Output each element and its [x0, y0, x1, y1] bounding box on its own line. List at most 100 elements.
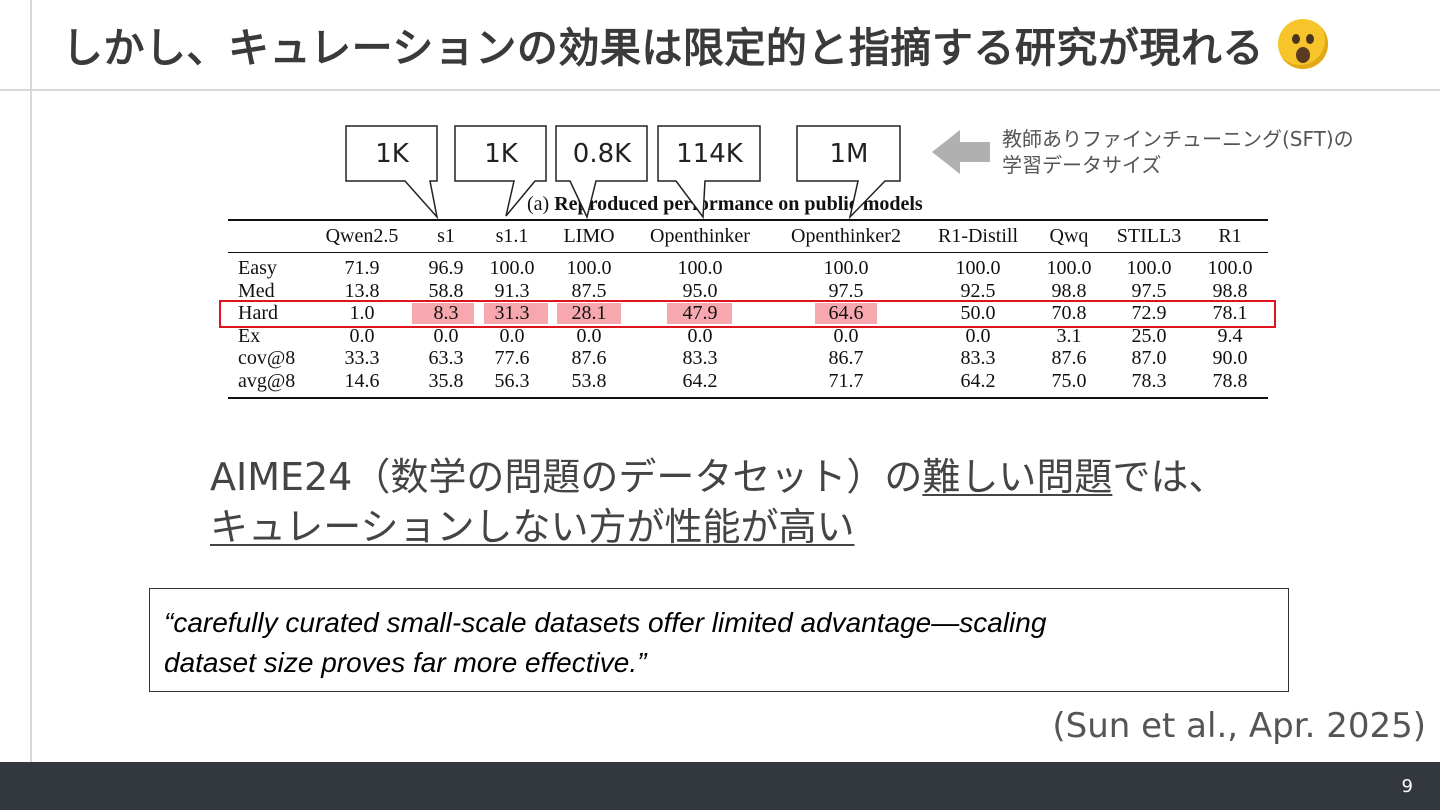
- left-arrow-icon: [932, 130, 990, 174]
- table-cell: 64.6: [828, 302, 864, 324]
- slide-title: しかし、キュレーションの効果は限定的と指摘する研究が現れる: [62, 24, 1264, 72]
- callout-box-s1-1: [454, 125, 547, 217]
- callout-box-openthinker: [657, 125, 761, 220]
- table-cell: 72.9: [1131, 302, 1167, 324]
- table-cell: 28.1: [571, 302, 607, 324]
- table-cell: 100.0: [1046, 257, 1092, 279]
- footer-bar: 9: [0, 762, 1440, 810]
- row-label-med: Med: [238, 280, 275, 302]
- sft-note-line1: 教師ありファインチューニング(SFT)の: [1002, 127, 1354, 151]
- table-cell: 64.2: [960, 370, 996, 392]
- col-header-openthinker2: Openthinker2: [791, 225, 901, 247]
- citation: (Sun et al., Apr. 2025): [1052, 706, 1426, 746]
- callout-label-limo: 0.8K: [572, 138, 632, 169]
- title-divider: [0, 89, 1440, 91]
- table-cell: 0.0: [576, 325, 602, 347]
- table-cell: 100.0: [677, 257, 723, 279]
- highlight-openthinker2-hard: [815, 303, 877, 324]
- table-cell: 13.8: [344, 280, 380, 302]
- slide-title-row: しかし、キュレーションの効果は限定的と指摘する研究が現れる: [62, 14, 1328, 74]
- table-cell: 33.3: [344, 347, 380, 369]
- statement-part-a: AIME24（数学の問題のデータセット）の: [210, 455, 923, 499]
- table-cell: 8.3: [433, 302, 459, 324]
- table-cell: 70.8: [1051, 302, 1087, 324]
- table-cell: 100.0: [566, 257, 612, 279]
- table-caption-prefix: (a): [527, 193, 555, 215]
- table-cell: 86.7: [828, 347, 864, 369]
- table-cell: 0.0: [833, 325, 859, 347]
- astonished-face-icon: [1277, 19, 1328, 69]
- table-cell: 25.0: [1131, 325, 1167, 347]
- table-cell: 0.0: [349, 325, 375, 347]
- col-header-r1: R1: [1218, 225, 1242, 247]
- table-cell: 100.0: [489, 257, 535, 279]
- table-cell: 92.5: [960, 280, 996, 302]
- table-cell: 87.5: [571, 280, 607, 302]
- table-header-rule: [228, 252, 1268, 253]
- main-statement: AIME24（数学の問題のデータセット）の難しい問題では、 キュレーションしない…: [210, 452, 1226, 552]
- table-cell: 77.6: [494, 347, 530, 369]
- table-cell: 78.1: [1212, 302, 1248, 324]
- table-cell: 14.6: [344, 370, 380, 392]
- callout-label-openthinker2: 1M: [829, 138, 869, 169]
- row-label-cov-8: cov@8: [238, 347, 296, 369]
- statement-emphasis-hard-problems: 難しい問題: [922, 455, 1113, 499]
- table-bottom-rule: [228, 397, 1268, 399]
- col-header-still3: STILL3: [1116, 225, 1182, 247]
- highlight-s1-1-hard: [484, 303, 548, 324]
- callout-label-openthinker: 114K: [676, 138, 743, 169]
- table-cell: 83.3: [682, 347, 718, 369]
- table-cell: 0.0: [433, 325, 459, 347]
- col-header-r1-distill: R1-Distill: [937, 225, 1018, 247]
- table-cell: 87.6: [1051, 347, 1087, 369]
- table-top-rule: [228, 219, 1268, 221]
- highlight-openthinker-hard: [667, 303, 732, 324]
- table-cell: 83.3: [960, 347, 996, 369]
- main-statement-line1: AIME24（数学の問題のデータセット）の難しい問題では、: [210, 452, 1226, 502]
- table-cell: 0.0: [687, 325, 713, 347]
- table-cell: 35.8: [428, 370, 464, 392]
- row-label-easy: Easy: [238, 257, 277, 279]
- table-cell: 97.5: [828, 280, 864, 302]
- col-header-s1: s1: [437, 225, 455, 247]
- callout-label-s1: 1K: [375, 138, 409, 169]
- highlight-s1-hard: [412, 303, 474, 324]
- table-cell: 0.0: [965, 325, 991, 347]
- main-statement-line2: キュレーションしない方が性能が高い: [210, 502, 1226, 552]
- quote-line1: “carefully curated small-scale datasets …: [164, 607, 1047, 638]
- table-cell: 78.3: [1131, 370, 1167, 392]
- table-cell: 78.8: [1212, 370, 1248, 392]
- statement-part-c: では、: [1112, 455, 1227, 499]
- callout-label-s1-1: 1K: [484, 138, 518, 169]
- callout-box-s1: [345, 125, 439, 220]
- callout-graphics: [345, 125, 990, 220]
- table-cell: 71.9: [344, 257, 380, 279]
- callout-box-limo: [555, 125, 648, 220]
- sft-data-size-note: 教師ありファインチューニング(SFT)の 学習データサイズ: [1002, 126, 1354, 178]
- left-margin-line: [30, 0, 32, 762]
- table-cell: 58.8: [428, 280, 464, 302]
- table-cell: 3.1: [1056, 325, 1082, 347]
- table-cell: 100.0: [955, 257, 1001, 279]
- table-cell: 31.3: [494, 302, 530, 324]
- table-cell: 64.2: [682, 370, 718, 392]
- table-caption: (a) Reproduced performance on public mod…: [527, 193, 923, 216]
- table-cell: 1.0: [349, 302, 375, 324]
- table-cell: 87.6: [571, 347, 607, 369]
- table-cell: 56.3: [494, 370, 530, 392]
- table-cell: 53.8: [571, 370, 607, 392]
- table-cell: 91.3: [494, 280, 530, 302]
- table-cell: 0.0: [499, 325, 525, 347]
- col-header-qwq: Qwq: [1049, 225, 1089, 247]
- table-cell: 98.8: [1212, 280, 1248, 302]
- col-header-qwen: Qwen2.5: [325, 225, 399, 247]
- table-cell: 90.0: [1212, 347, 1248, 369]
- hard-row-highlight-box: [219, 300, 1276, 328]
- table-cell: 71.7: [828, 370, 864, 392]
- col-header-limo: LIMO: [563, 225, 615, 247]
- table-cell: 98.8: [1051, 280, 1087, 302]
- col-header-openthinker: Openthinker: [650, 225, 750, 247]
- col-header-s1-1: s1.1: [495, 225, 529, 247]
- callout-box-openthinker2: [796, 125, 901, 220]
- table-caption-text: Reproduced performance on public models: [554, 193, 923, 215]
